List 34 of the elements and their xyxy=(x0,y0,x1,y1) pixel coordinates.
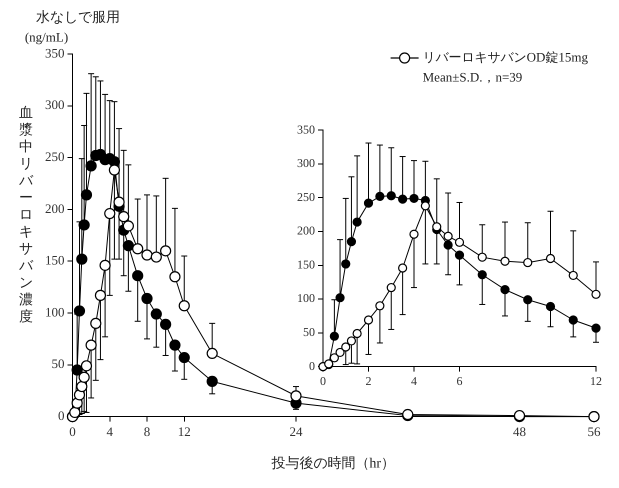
y-tick-label: 50 xyxy=(52,356,64,372)
text: 血漿中リバーロキサバン濃度 xyxy=(19,106,33,325)
y-tick-label: 300 xyxy=(45,97,64,112)
x-tick-label: 0 xyxy=(69,424,76,439)
x-tick-label: 12 xyxy=(178,424,191,439)
chart-title: 水なしで服用 xyxy=(36,10,120,26)
y-tick-label: 150 xyxy=(297,257,315,272)
x-tick-label: 2 xyxy=(366,374,372,388)
y-tick-label: 300 xyxy=(297,156,315,170)
y-tick-label: 350 xyxy=(297,122,315,136)
x-tick-label: 12 xyxy=(590,374,602,388)
y-tick-label: 0 xyxy=(309,358,315,373)
x-tick-label: 4 xyxy=(106,424,114,439)
x-tick-label: 48 xyxy=(513,424,526,439)
legend-label: リバーロキサバンOD錠15mg xyxy=(422,49,588,64)
y-tick-label: 100 xyxy=(297,291,315,306)
y-tick-label: 150 xyxy=(45,252,64,268)
x-tick-label: 0 xyxy=(320,374,326,388)
x-tick-label: 6 xyxy=(456,374,462,388)
y-tick-label: 0 xyxy=(58,408,64,424)
y-tick-label: 100 xyxy=(45,304,64,320)
y-tick-label: 200 xyxy=(45,200,64,216)
x-tick-label: 24 xyxy=(290,424,303,439)
y-tick-label: 50 xyxy=(303,324,315,339)
text: (ng/mL) xyxy=(24,29,68,44)
x-axis-title: 投与後の時間（hr） xyxy=(270,455,396,472)
y-tick-label: 250 xyxy=(297,190,315,204)
y-tick-label: 250 xyxy=(45,149,64,164)
x-tick-label: 56 xyxy=(588,424,601,439)
annotation: Mean±S.D.，n=39 xyxy=(422,69,522,84)
y-tick-label: 350 xyxy=(45,45,64,60)
x-tick-label: 8 xyxy=(144,424,150,439)
x-tick-label: 4 xyxy=(411,374,417,388)
y-tick-label: 200 xyxy=(297,224,315,238)
